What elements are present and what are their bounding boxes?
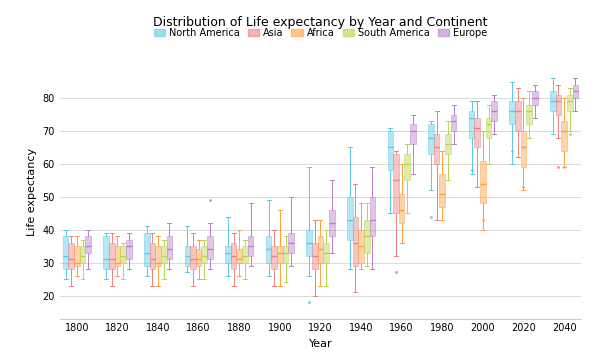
Bar <box>144 233 150 266</box>
Bar <box>480 161 486 203</box>
Bar <box>329 210 335 236</box>
Bar <box>567 95 573 111</box>
Bar <box>312 243 317 269</box>
Bar <box>561 121 567 151</box>
Bar <box>393 154 399 213</box>
Title: Distribution of Life expectancy by Year and Continent: Distribution of Life expectancy by Year … <box>153 16 488 29</box>
Bar <box>474 118 480 147</box>
Bar <box>288 233 294 253</box>
Bar <box>104 236 109 269</box>
Bar <box>190 246 196 269</box>
Bar <box>469 111 474 138</box>
Bar <box>248 236 253 256</box>
Bar <box>550 92 556 111</box>
Bar <box>323 243 329 262</box>
Y-axis label: Life expectancy: Life expectancy <box>27 148 37 236</box>
Bar <box>364 220 370 253</box>
Bar <box>277 246 283 262</box>
Bar <box>434 134 440 164</box>
Bar <box>155 246 161 266</box>
Bar <box>120 246 126 262</box>
Bar <box>266 236 271 262</box>
Bar <box>150 243 155 269</box>
Bar <box>573 85 578 98</box>
Bar <box>283 246 288 262</box>
Bar <box>358 230 364 262</box>
Bar <box>556 95 561 114</box>
Bar <box>410 125 416 144</box>
Bar <box>486 118 491 138</box>
Bar <box>353 216 358 266</box>
Bar <box>306 230 312 256</box>
Legend: North America, Asia, Africa, South America, Europe: North America, Asia, Africa, South Ameri… <box>150 24 491 42</box>
Bar <box>201 246 207 262</box>
Bar <box>515 101 521 131</box>
Bar <box>74 246 80 266</box>
Bar <box>317 236 323 262</box>
Bar <box>370 197 375 236</box>
Bar <box>491 101 497 121</box>
Bar <box>231 243 237 269</box>
Bar <box>509 101 515 125</box>
Bar <box>404 154 410 180</box>
Bar <box>161 246 167 262</box>
Bar <box>114 246 120 266</box>
Bar <box>80 246 85 262</box>
X-axis label: Year: Year <box>308 339 332 349</box>
Bar <box>167 236 172 259</box>
Bar <box>225 246 231 262</box>
Bar <box>68 243 74 269</box>
Bar <box>237 249 242 262</box>
Bar <box>184 246 190 266</box>
Bar <box>388 131 393 171</box>
Bar <box>347 197 353 240</box>
Bar <box>527 105 532 125</box>
Bar <box>451 114 456 131</box>
Bar <box>532 92 538 105</box>
Bar <box>85 236 91 253</box>
Bar <box>196 249 201 266</box>
Bar <box>445 134 451 154</box>
Bar <box>242 246 248 262</box>
Bar <box>428 125 434 154</box>
Bar <box>271 246 277 269</box>
Bar <box>126 240 132 259</box>
Bar <box>440 174 445 207</box>
Bar <box>207 236 213 259</box>
Bar <box>63 236 68 269</box>
Bar <box>109 243 114 269</box>
Bar <box>521 131 527 167</box>
Bar <box>399 194 404 223</box>
